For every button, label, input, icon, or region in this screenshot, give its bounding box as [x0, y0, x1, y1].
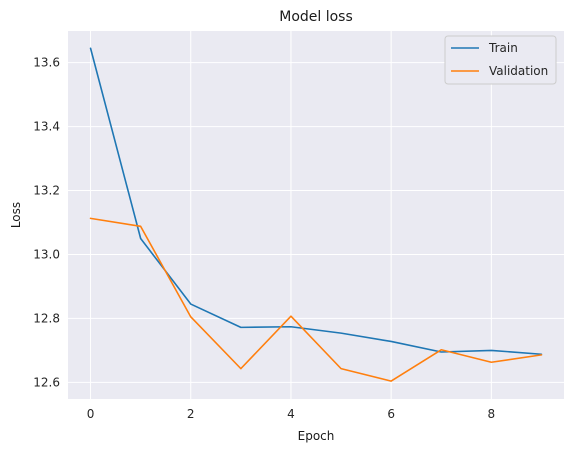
- y-tick-label: 13.0: [33, 247, 60, 261]
- grid-lines: [68, 31, 564, 399]
- legend-label-validation: Validation: [489, 64, 548, 78]
- legend: Train Validation: [444, 35, 557, 85]
- x-tick-label: 2: [187, 407, 195, 421]
- tick-labels: 0 2 4 6 8 12.6 12.8 13.0 13.2 13.4 13.6: [33, 56, 495, 421]
- x-tick-label: 4: [287, 407, 295, 421]
- series-lines: [89, 47, 543, 382]
- y-tick-label: 13.6: [33, 56, 60, 70]
- y-tick-label: 12.6: [33, 375, 60, 389]
- x-tick-label: 0: [87, 407, 95, 421]
- x-tick-label: 8: [488, 407, 496, 421]
- chart-title: Model loss: [279, 9, 353, 25]
- y-tick-label: 13.4: [33, 120, 60, 134]
- plot-background: [68, 31, 564, 399]
- y-axis-label: Loss: [9, 202, 23, 228]
- series-line-validation: [89, 217, 543, 382]
- x-axis-label: Epoch: [298, 429, 335, 443]
- y-tick-label: 12.8: [33, 311, 60, 325]
- x-tick-label: 6: [387, 407, 395, 421]
- y-tick-label: 13.2: [33, 184, 60, 198]
- legend-label-train: Train: [488, 41, 518, 55]
